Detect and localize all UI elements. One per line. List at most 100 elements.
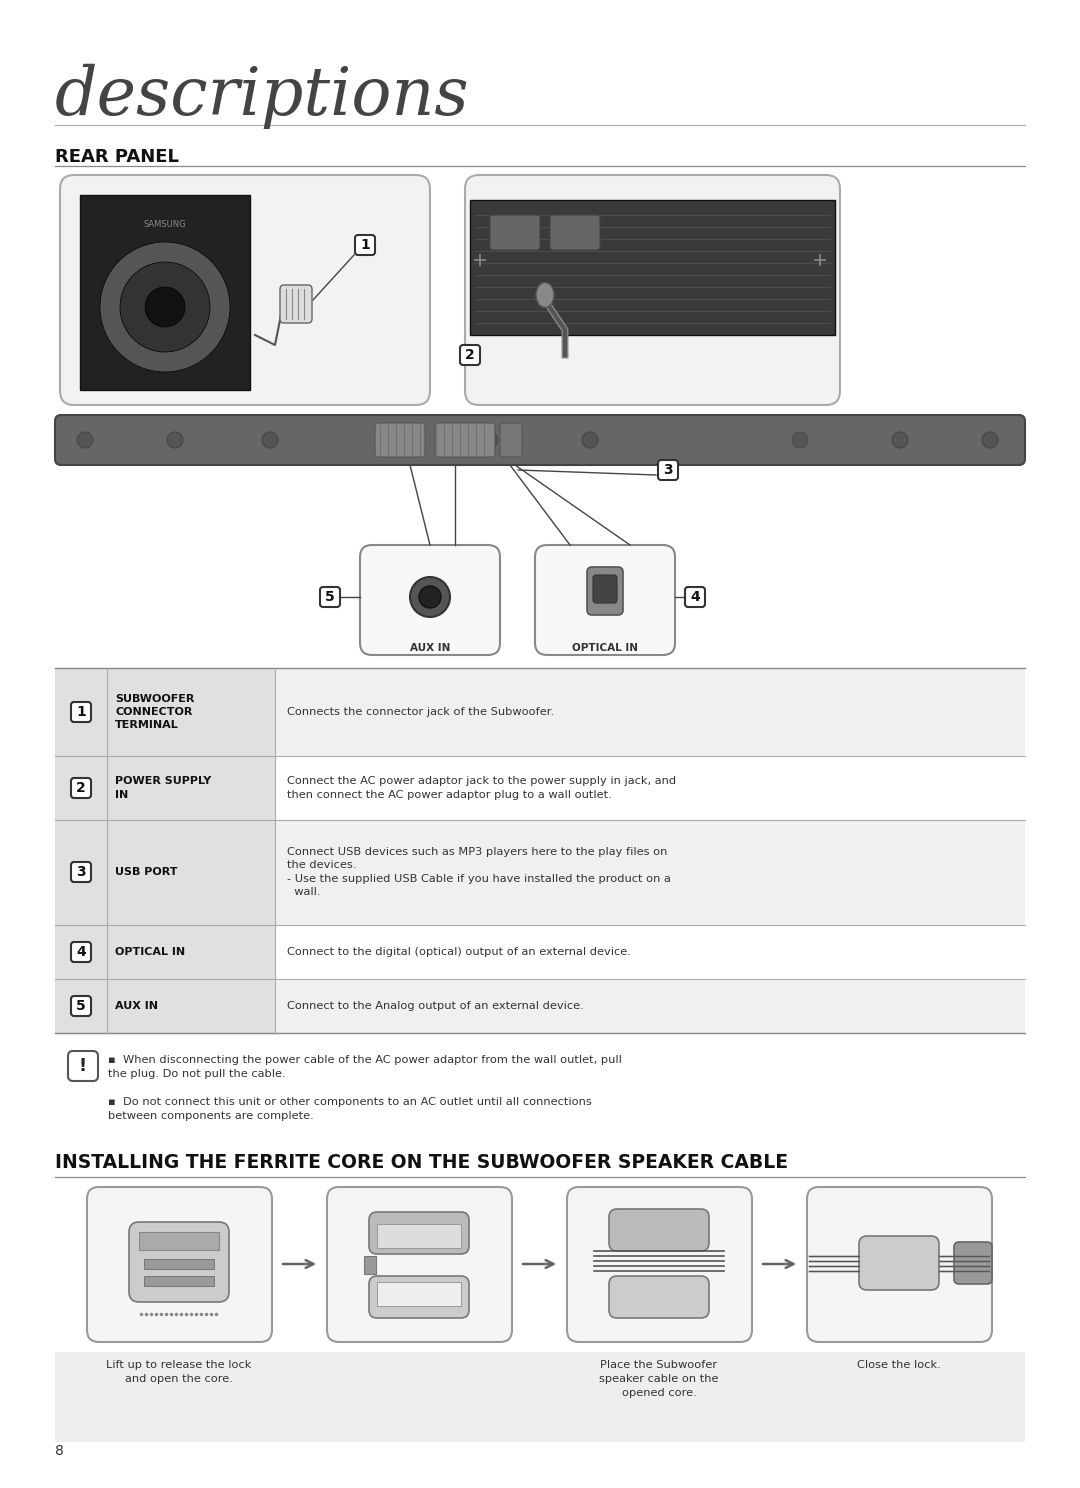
Text: 4: 4 — [76, 945, 86, 958]
Text: AUX IN: AUX IN — [114, 1001, 158, 1010]
Text: descriptions: descriptions — [55, 64, 470, 129]
Text: Lift up to release the lock
and open the core.: Lift up to release the lock and open the… — [106, 1360, 252, 1384]
Ellipse shape — [145, 287, 185, 327]
FancyBboxPatch shape — [685, 586, 705, 607]
FancyBboxPatch shape — [490, 214, 540, 250]
Text: 3: 3 — [663, 463, 673, 478]
FancyBboxPatch shape — [320, 586, 340, 607]
FancyBboxPatch shape — [460, 345, 480, 365]
Ellipse shape — [77, 432, 93, 448]
Bar — [55, 820, 275, 926]
FancyBboxPatch shape — [375, 423, 426, 457]
Text: OPTICAL IN: OPTICAL IN — [572, 643, 638, 653]
Ellipse shape — [536, 283, 554, 308]
Text: OPTICAL IN: OPTICAL IN — [114, 946, 185, 957]
Text: REAR PANEL: REAR PANEL — [55, 147, 179, 167]
FancyBboxPatch shape — [71, 942, 91, 963]
Bar — [144, 1259, 214, 1269]
Bar — [55, 979, 275, 1033]
FancyBboxPatch shape — [55, 415, 1025, 464]
FancyBboxPatch shape — [550, 214, 600, 250]
FancyBboxPatch shape — [71, 862, 91, 882]
FancyBboxPatch shape — [859, 1237, 939, 1290]
Text: Connect to the digital (optical) output of an external device.: Connect to the digital (optical) output … — [287, 946, 631, 957]
Text: AUX IN: AUX IN — [409, 643, 450, 653]
Text: 5: 5 — [76, 998, 86, 1013]
Text: ▪  Do not connect this unit or other components to an AC outlet until all connec: ▪ Do not connect this unit or other comp… — [108, 1097, 592, 1122]
Text: 5: 5 — [325, 591, 335, 604]
FancyBboxPatch shape — [280, 286, 312, 323]
FancyBboxPatch shape — [369, 1213, 469, 1254]
FancyBboxPatch shape — [71, 778, 91, 798]
FancyBboxPatch shape — [129, 1222, 229, 1302]
Bar — [55, 820, 1025, 926]
Ellipse shape — [482, 432, 498, 448]
Ellipse shape — [792, 432, 808, 448]
Text: 2: 2 — [76, 781, 86, 795]
Bar — [377, 1283, 461, 1306]
FancyBboxPatch shape — [369, 1277, 469, 1318]
FancyBboxPatch shape — [807, 1187, 993, 1342]
Bar — [470, 199, 835, 335]
Text: !: ! — [79, 1056, 87, 1074]
Bar — [55, 926, 1025, 979]
Ellipse shape — [410, 577, 450, 618]
Ellipse shape — [100, 243, 230, 372]
Text: USB PORT: USB PORT — [114, 868, 177, 876]
Ellipse shape — [262, 432, 278, 448]
FancyBboxPatch shape — [954, 1242, 993, 1284]
Bar — [80, 195, 249, 390]
FancyBboxPatch shape — [71, 702, 91, 722]
Text: 8: 8 — [55, 1443, 64, 1458]
Text: ▪  When disconnecting the power cable of the AC power adaptor from the wall outl: ▪ When disconnecting the power cable of … — [108, 1055, 622, 1079]
FancyBboxPatch shape — [658, 460, 678, 481]
Text: SAMSUNG: SAMSUNG — [144, 220, 187, 229]
FancyBboxPatch shape — [71, 995, 91, 1016]
FancyBboxPatch shape — [327, 1187, 512, 1342]
Ellipse shape — [582, 432, 598, 448]
FancyBboxPatch shape — [567, 1187, 752, 1342]
Text: 2: 2 — [465, 348, 475, 362]
FancyBboxPatch shape — [609, 1277, 708, 1318]
Text: POWER SUPPLY
IN: POWER SUPPLY IN — [114, 777, 212, 799]
FancyBboxPatch shape — [360, 545, 500, 655]
Bar — [364, 1256, 376, 1274]
Bar — [55, 756, 1025, 820]
Text: Connect USB devices such as MP3 players here to the play files on
the devices.
-: Connect USB devices such as MP3 players … — [287, 847, 671, 897]
FancyBboxPatch shape — [68, 1051, 98, 1080]
Text: SUBWOOFER
CONNECTOR
TERMINAL: SUBWOOFER CONNECTOR TERMINAL — [114, 693, 194, 731]
FancyBboxPatch shape — [593, 574, 617, 603]
FancyBboxPatch shape — [435, 423, 495, 457]
FancyBboxPatch shape — [87, 1187, 272, 1342]
Ellipse shape — [419, 586, 441, 609]
FancyBboxPatch shape — [355, 235, 375, 254]
Text: Place the Subwoofer
speaker cable on the
opened core.: Place the Subwoofer speaker cable on the… — [599, 1360, 719, 1399]
Text: Connect the AC power adaptor jack to the power supply in jack, and
then connect : Connect the AC power adaptor jack to the… — [287, 777, 676, 799]
Ellipse shape — [982, 432, 998, 448]
FancyBboxPatch shape — [60, 176, 430, 405]
Bar — [377, 1225, 461, 1248]
Bar — [55, 979, 1025, 1033]
Text: 3: 3 — [77, 865, 85, 879]
Text: INSTALLING THE FERRITE CORE ON THE SUBWOOFER SPEAKER CABLE: INSTALLING THE FERRITE CORE ON THE SUBWO… — [55, 1153, 788, 1173]
Ellipse shape — [892, 432, 908, 448]
Bar — [55, 668, 1025, 756]
Bar — [55, 1353, 1025, 1442]
Text: 1: 1 — [360, 238, 369, 251]
FancyBboxPatch shape — [465, 176, 840, 405]
Bar — [55, 668, 275, 756]
Bar — [139, 1232, 219, 1250]
Bar — [144, 1277, 214, 1286]
FancyBboxPatch shape — [588, 567, 623, 615]
FancyBboxPatch shape — [609, 1208, 708, 1251]
Ellipse shape — [167, 432, 183, 448]
Text: Close the lock.: Close the lock. — [858, 1360, 941, 1370]
Text: Connect to the Analog output of an external device.: Connect to the Analog output of an exter… — [287, 1001, 584, 1010]
Bar — [55, 926, 275, 979]
Text: Connects the connector jack of the Subwoofer.: Connects the connector jack of the Subwo… — [287, 707, 554, 717]
FancyBboxPatch shape — [500, 423, 522, 457]
Text: 1: 1 — [76, 705, 86, 719]
Bar — [55, 756, 275, 820]
FancyBboxPatch shape — [535, 545, 675, 655]
Ellipse shape — [120, 262, 210, 353]
